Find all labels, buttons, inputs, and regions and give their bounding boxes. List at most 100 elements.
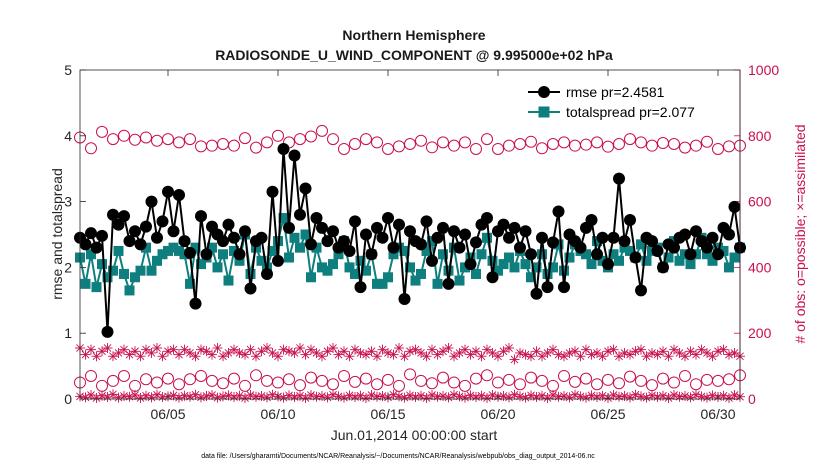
totalspread-point <box>256 255 267 266</box>
rmse-point <box>618 235 631 248</box>
possible-obs-point <box>426 377 438 390</box>
possible-obs-point <box>690 378 702 391</box>
possible-obs-point <box>448 376 460 389</box>
assimilated-obs-point <box>311 347 322 358</box>
possible-obs-point <box>250 369 262 382</box>
assimilated-obs-point <box>570 346 580 357</box>
totalspread-point <box>498 259 509 270</box>
rmse-point <box>541 281 554 294</box>
possible-obs-point <box>327 133 339 146</box>
rmse-point <box>140 220 152 233</box>
possible-obs-point <box>690 139 702 152</box>
possible-obs-point <box>426 141 438 154</box>
possible-obs-point <box>294 133 306 146</box>
legend-spread-label: totalspread pr=2.077 <box>566 104 695 120</box>
y-tick-label: 5 <box>64 62 72 78</box>
totalspread-point <box>416 268 426 279</box>
rmse-point <box>118 210 130 223</box>
rmse-point <box>79 238 92 251</box>
rmse-point <box>96 229 108 242</box>
assimilated-obs-point <box>300 393 311 404</box>
rmse-point <box>123 235 136 248</box>
assimilated-obs-point <box>449 351 459 362</box>
totalspread-point <box>157 249 168 260</box>
rmse-point <box>321 235 334 248</box>
x-tick-label: 06/05 <box>150 406 185 422</box>
assimilated-obs-point <box>421 393 432 404</box>
possible-obs-point <box>635 374 647 387</box>
totalspread-point <box>438 249 448 260</box>
possible-obs-point <box>173 136 185 149</box>
totalspread-point <box>432 278 443 289</box>
totalspread-point <box>608 249 619 260</box>
assimilated-obs-point <box>542 347 553 358</box>
totalspread-point <box>443 265 454 276</box>
rmse-point <box>442 277 455 290</box>
rmse-point <box>167 225 180 238</box>
left-axis: 0 1 2 3 4 5 <box>64 62 86 407</box>
rmse-point <box>255 231 268 244</box>
assimilated-obs-point <box>256 391 267 402</box>
possible-obs-point <box>536 374 548 387</box>
rmse-point <box>184 246 196 259</box>
assimilated-obs-point <box>361 393 371 404</box>
rmse-point <box>486 271 499 284</box>
rmse-point <box>393 218 405 231</box>
totalspread-point <box>614 255 624 266</box>
possible-obs-point <box>558 136 570 149</box>
assimilated-obs-point <box>608 344 619 355</box>
rmse-point <box>629 251 642 264</box>
assimilated-obs-point <box>487 347 498 358</box>
assimilated-obs-point <box>361 349 371 360</box>
y-axis-label: rmse and totalspread <box>49 168 65 300</box>
totalspread-point <box>674 255 685 266</box>
rmse-point <box>343 244 356 257</box>
rmse-point <box>228 231 240 244</box>
totalspread-point <box>592 236 602 247</box>
possible-obs-point <box>140 131 152 144</box>
totalspread-point <box>729 252 740 263</box>
rmse-point <box>651 244 664 257</box>
assimilated-obs-point <box>251 391 261 402</box>
possible-obs-point <box>393 379 405 392</box>
totalspread-point <box>163 245 173 256</box>
possible-obs-point <box>470 372 482 385</box>
assimilated-obs-point <box>531 346 542 357</box>
possible-obs-point <box>184 133 196 146</box>
rmse-point <box>305 238 317 251</box>
rmse-point <box>112 218 125 231</box>
assimilated-obs-point <box>553 391 564 402</box>
legend-rmse-marker <box>538 86 550 98</box>
assimilated-obs-point <box>388 349 399 360</box>
possible-obs-point <box>371 136 383 149</box>
assimilated-obs-point <box>295 343 305 354</box>
assimilated-obs-point <box>267 347 278 358</box>
totalspread-point <box>113 245 124 256</box>
possible-obs-point <box>437 371 449 384</box>
assimilated-obs-point <box>421 351 432 362</box>
rmse-point <box>261 267 273 280</box>
totalspread-point <box>471 268 481 279</box>
assimilated-obs-point <box>696 344 707 355</box>
rmse-point <box>508 221 521 234</box>
rmse-point <box>376 231 389 244</box>
totalspread-point <box>487 255 498 266</box>
x-tick-label: 06/15 <box>370 406 405 422</box>
possible-obs-point <box>624 133 636 146</box>
assimilated-obs-point <box>498 346 509 357</box>
assimilated-obs-point <box>245 390 256 401</box>
assimilated-obs-point <box>542 393 553 404</box>
possible-obs-point <box>151 376 163 389</box>
assimilated-obs-point <box>614 391 624 402</box>
assimilated-obs-point <box>97 346 107 357</box>
y-tick-label: 3 <box>64 194 72 210</box>
totalspread-point <box>669 236 679 247</box>
possible-obs-point <box>360 372 372 385</box>
rmse-point <box>85 227 97 240</box>
assimilated-obs-point <box>119 391 129 402</box>
rmse-point <box>387 241 400 254</box>
assimilated-obs-point <box>410 344 421 355</box>
rmse-point <box>448 225 460 238</box>
totalspread-point <box>350 268 360 279</box>
assimilated-obs-point <box>141 344 151 355</box>
